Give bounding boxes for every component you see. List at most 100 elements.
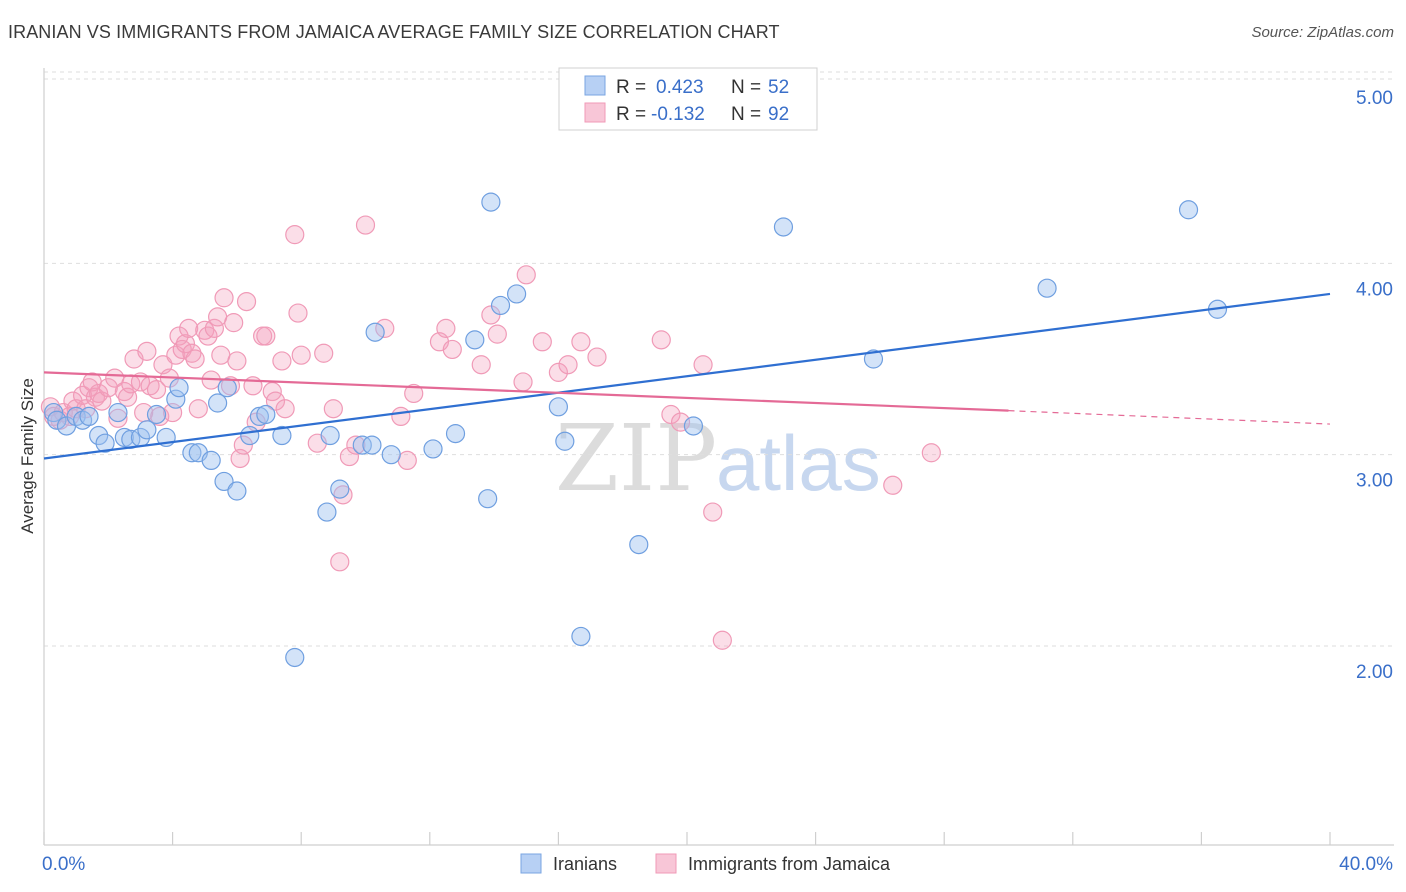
point-jamaica	[333, 485, 353, 505]
point-jamaica	[330, 552, 350, 572]
point-jamaica	[285, 225, 305, 245]
point-iranians	[365, 322, 385, 342]
point-jamaica	[712, 630, 732, 650]
series-jamaica-points	[40, 215, 941, 650]
point-jamaica	[265, 391, 286, 411]
point-jamaica	[471, 355, 491, 375]
point-iranians	[362, 435, 382, 455]
point-jamaica	[227, 351, 247, 371]
legend-n-value-2: 92	[768, 104, 789, 125]
point-jamaica	[188, 399, 208, 419]
point-iranians	[214, 471, 234, 492]
point-iranians	[320, 425, 340, 446]
point-jamaica	[220, 376, 241, 396]
legend-r-label-1: R =	[616, 77, 646, 98]
point-iranians	[490, 295, 511, 316]
point-iranians	[137, 420, 157, 440]
point-jamaica	[346, 435, 366, 455]
point-jamaica	[79, 378, 99, 398]
point-iranians	[169, 378, 189, 398]
point-jamaica	[195, 320, 215, 340]
point-jamaica	[693, 355, 713, 375]
point-jamaica	[150, 406, 170, 426]
point-iranians	[317, 502, 337, 522]
x-axis-ticks	[43, 832, 1331, 845]
legend-r-value-1: 0.423	[656, 77, 704, 98]
point-iranians	[95, 433, 115, 453]
point-jamaica	[587, 347, 607, 367]
point-jamaica	[883, 475, 903, 495]
point-iranians	[423, 439, 443, 459]
point-jamaica	[98, 378, 118, 398]
point-iranians	[1178, 200, 1199, 220]
point-iranians	[146, 404, 167, 425]
point-iranians	[330, 479, 350, 499]
point-jamaica	[182, 343, 202, 363]
point-iranians	[465, 330, 485, 350]
point-jamaica	[172, 339, 192, 360]
point-jamaica	[146, 380, 167, 400]
watermark: ZIP atlas	[555, 405, 881, 512]
point-jamaica	[175, 334, 196, 354]
point-jamaica	[291, 345, 311, 365]
point-jamaica	[513, 372, 533, 392]
y-tick-label-1: 3.00	[1356, 471, 1393, 492]
point-jamaica	[198, 326, 218, 346]
point-jamaica	[224, 313, 244, 333]
point-jamaica	[921, 443, 941, 463]
point-iranians	[683, 416, 704, 436]
point-jamaica	[256, 326, 276, 346]
point-jamaica	[214, 288, 234, 308]
point-jamaica	[288, 303, 308, 323]
point-jamaica	[670, 412, 691, 432]
point-iranians	[285, 647, 305, 668]
correlation-legend: R = 0.423 N = 52 R = -0.132 N = 92	[558, 67, 818, 131]
point-jamaica	[137, 341, 157, 361]
point-jamaica	[651, 330, 671, 350]
legend-n-label-1: N =	[731, 77, 761, 98]
point-jamaica	[487, 324, 507, 344]
gridlines	[44, 71, 1394, 647]
point-iranians	[507, 284, 527, 304]
point-jamaica	[436, 318, 456, 338]
point-iranians	[47, 410, 67, 430]
x-tick-label-min: 0.0%	[42, 854, 85, 875]
series-legend: Iranians Immigrants from Jamaica	[520, 853, 891, 874]
legend-swatch-iranians	[584, 75, 606, 96]
point-jamaica	[375, 318, 395, 338]
point-jamaica	[208, 307, 228, 327]
trend-line-jamaica-extrapolated	[1008, 410, 1331, 425]
watermark-atlas: atlas	[716, 419, 881, 507]
legend-r-value-2: -0.132	[651, 104, 705, 125]
point-iranians	[352, 435, 372, 455]
point-jamaica	[703, 502, 723, 522]
point-iranians	[773, 217, 794, 237]
point-iranians	[201, 450, 221, 471]
y-tick-label-0: 2.00	[1356, 662, 1393, 683]
point-iranians	[208, 393, 228, 413]
point-iranians	[217, 378, 237, 398]
chart-title: IRANIAN VS IMMIGRANTS FROM JAMAICA AVERA…	[8, 22, 780, 42]
legend-n-value-1: 52	[768, 77, 789, 98]
point-jamaica	[397, 450, 417, 471]
point-iranians	[89, 425, 109, 446]
y-axis-label: Average Family Size	[18, 378, 37, 534]
point-iranians	[240, 425, 260, 446]
point-iranians	[108, 402, 128, 423]
point-jamaica	[185, 349, 205, 369]
point-jamaica	[532, 332, 552, 352]
bottom-legend-label-iranians: Iranians	[553, 854, 617, 874]
bottom-legend-label-jamaica: Immigrants from Jamaica	[688, 854, 891, 874]
bottom-legend-swatch-iranians	[520, 853, 542, 874]
point-iranians	[863, 349, 884, 369]
chart-source: Source: ZipAtlas.com	[1251, 24, 1394, 41]
point-iranians	[227, 481, 247, 501]
point-jamaica	[404, 383, 424, 404]
point-iranians	[445, 424, 466, 444]
point-jamaica	[339, 446, 360, 467]
point-iranians	[166, 389, 186, 409]
point-iranians	[1037, 278, 1057, 298]
point-jamaica	[571, 332, 591, 352]
bottom-legend-swatch-jamaica	[655, 853, 677, 874]
